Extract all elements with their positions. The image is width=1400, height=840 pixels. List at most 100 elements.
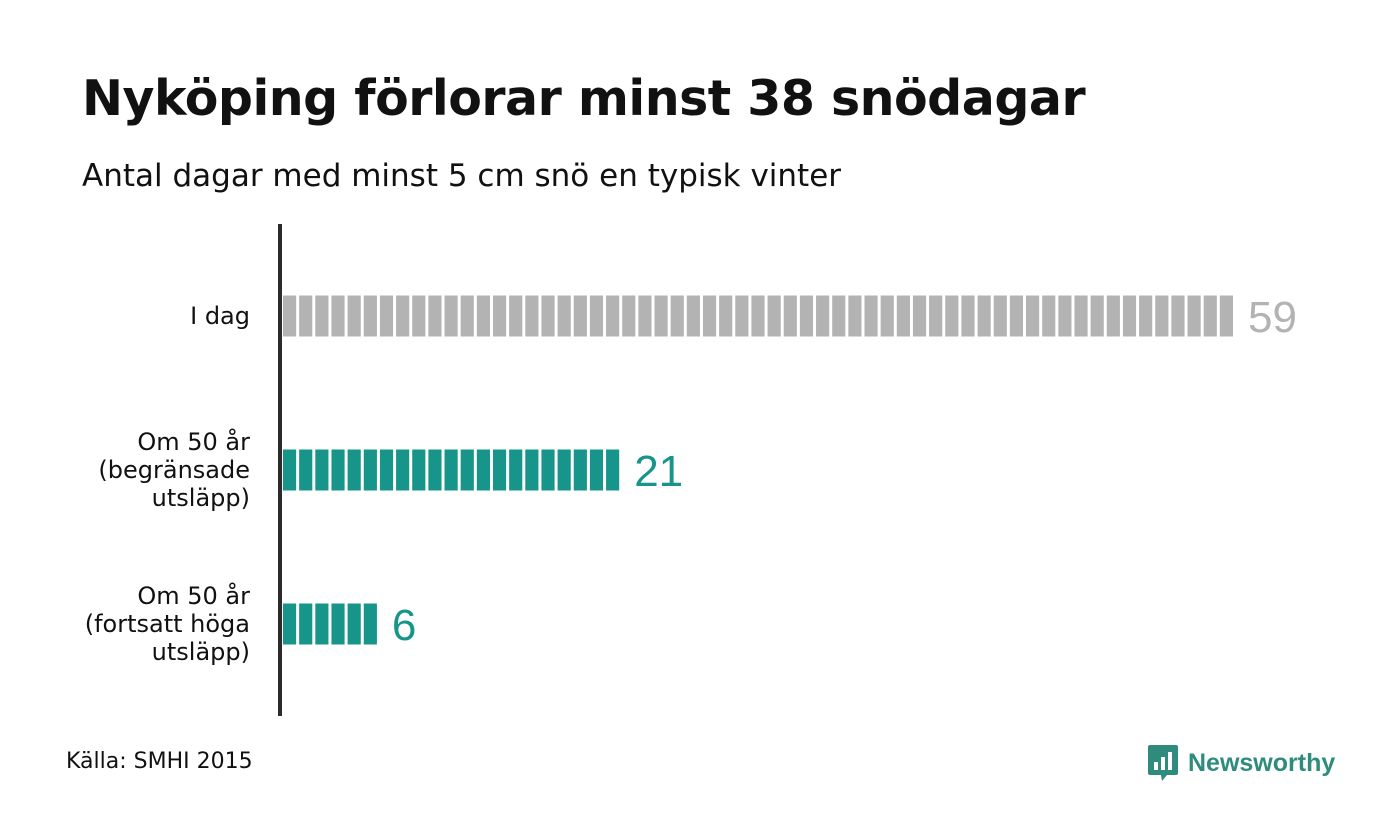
bar-segment xyxy=(606,449,620,491)
bar-segment xyxy=(412,295,426,337)
bar-segment xyxy=(1203,295,1217,337)
bar-segment xyxy=(896,295,910,337)
bar-segment xyxy=(444,295,458,337)
bar-segment xyxy=(1009,295,1024,337)
bar-segment xyxy=(1042,295,1056,337)
bar-segment xyxy=(428,295,442,337)
bar-segment xyxy=(299,295,313,337)
data-label: 21 xyxy=(634,447,683,496)
bar-segment xyxy=(702,295,717,337)
bar-segment xyxy=(299,449,313,491)
bar-segment xyxy=(347,295,361,337)
bar-segment xyxy=(541,295,555,337)
bar-segment xyxy=(396,449,410,491)
bar-segment xyxy=(315,295,329,337)
category-label-line: I dag xyxy=(190,302,250,330)
category-label: Om 50 år (begränsade utsläpp) xyxy=(20,428,250,512)
bar-segment xyxy=(1026,295,1040,337)
bar-segment xyxy=(557,295,571,337)
bar-segment xyxy=(606,295,620,337)
bar-segment xyxy=(1122,295,1137,337)
bar-segment xyxy=(557,449,571,491)
bar-segment xyxy=(283,295,297,337)
newsworthy-logo: Newsworthy xyxy=(1148,745,1335,781)
data-label: 6 xyxy=(392,601,416,650)
category-label: I dag xyxy=(20,302,250,330)
bar-segment xyxy=(331,295,345,337)
bar-segment xyxy=(1139,295,1153,337)
newsworthy-logo-text: Newsworthy xyxy=(1188,748,1336,777)
bar-segment xyxy=(525,449,539,491)
chart-subtitle: Antal dagar med minst 5 cm snö en typisk… xyxy=(82,158,842,194)
bar-segment xyxy=(670,295,684,337)
bar-segment xyxy=(492,449,507,491)
bar-segment xyxy=(476,295,490,337)
bar-segment xyxy=(476,449,490,491)
bar-segment xyxy=(929,295,943,337)
bar-segment xyxy=(1155,295,1169,337)
source-note: Källa: SMHI 2015 xyxy=(66,749,253,774)
bar-segment xyxy=(622,295,636,337)
bar-segment xyxy=(1106,295,1120,337)
bar-segment xyxy=(573,295,587,337)
bar-segment xyxy=(638,295,652,337)
bar-segment xyxy=(363,603,377,645)
bar-segment xyxy=(525,295,539,337)
bar-segment xyxy=(315,449,329,491)
bar-segment xyxy=(945,295,959,337)
bar-segment xyxy=(492,295,507,337)
bar-segment xyxy=(751,295,765,337)
bar-segment xyxy=(573,449,587,491)
category-label-line: utsläpp) xyxy=(151,484,250,512)
bar-segment xyxy=(283,603,297,645)
bar-segment xyxy=(719,295,733,337)
bar-segment xyxy=(299,603,313,645)
category-label-line: Om 50 år xyxy=(137,582,250,610)
bar-segment xyxy=(460,295,474,337)
bar-segment xyxy=(654,295,668,337)
bar-segment xyxy=(379,295,394,337)
bar-segment xyxy=(428,449,442,491)
bar-segment xyxy=(961,295,975,337)
chart-title: Nyköping förlorar minst 38 snödagar xyxy=(82,70,1086,127)
bar-segment xyxy=(1090,295,1104,337)
bar-segment xyxy=(509,449,523,491)
bar-segment xyxy=(363,295,377,337)
newsworthy-logo-icon xyxy=(1148,745,1178,781)
bar-2 xyxy=(283,449,620,491)
bar-segment xyxy=(799,295,814,337)
bar-segment xyxy=(1187,295,1201,337)
bar-segment xyxy=(444,449,458,491)
bar-segment xyxy=(347,449,361,491)
category-label-line: (fortsatt höga xyxy=(84,610,250,638)
bar-segment xyxy=(735,295,749,337)
bar-segment xyxy=(541,449,555,491)
bar-segment xyxy=(767,295,781,337)
bar-segment xyxy=(993,295,1007,337)
bar-segment xyxy=(864,295,878,337)
bar-segment xyxy=(880,295,894,337)
bar-segment xyxy=(1219,295,1233,337)
bar-segment xyxy=(283,449,297,491)
category-label-line: Om 50 år xyxy=(137,428,250,456)
bar-segment xyxy=(848,295,862,337)
category-label: Om 50 år (fortsatt höga utsläpp) xyxy=(20,582,250,666)
bar-segment xyxy=(460,449,474,491)
bar-segment xyxy=(1058,295,1072,337)
bar-segment xyxy=(412,449,426,491)
bar-segment xyxy=(315,603,329,645)
category-label-line: (begränsade xyxy=(98,456,250,484)
category-label-line: utsläpp) xyxy=(151,638,250,666)
bar-segment xyxy=(783,295,797,337)
bar-segment xyxy=(977,295,991,337)
bar-segment xyxy=(379,449,394,491)
bar-segment xyxy=(686,295,700,337)
bar-segment xyxy=(331,449,345,491)
bar-segment xyxy=(363,449,377,491)
bar-segment xyxy=(331,603,345,645)
data-label: 59 xyxy=(1248,293,1297,342)
bar-segment xyxy=(589,449,604,491)
bar-segment xyxy=(912,295,927,337)
bar-segment xyxy=(832,295,846,337)
bar-3 xyxy=(283,603,377,645)
